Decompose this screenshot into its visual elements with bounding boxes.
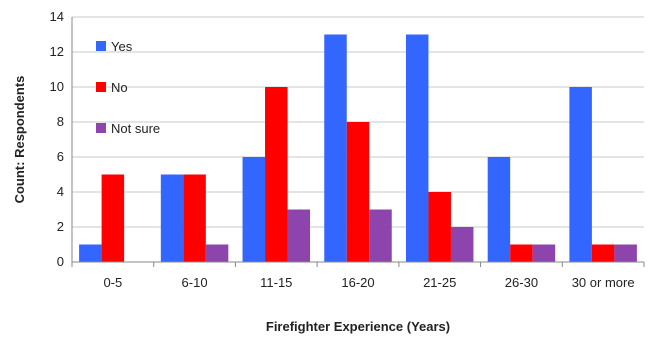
- legend-swatch-yes: [96, 41, 106, 51]
- bar-yes-0-5: [79, 244, 102, 262]
- bar-no-0-5: [101, 174, 125, 262]
- x-tick-label: 0-5: [103, 275, 122, 290]
- legend-swatch-no: [96, 82, 106, 92]
- bar-yes-11-15: [242, 157, 266, 262]
- bar-yes-6-10: [160, 174, 184, 262]
- legend-swatch-not-sure: [96, 123, 106, 133]
- y-axis-title: Count: Respondents: [12, 76, 27, 204]
- bar-no-16-20: [346, 122, 370, 262]
- bar-not-sure-30-or-more: [614, 244, 637, 262]
- bar-no-11-15: [265, 87, 288, 262]
- legend: Yes No Not sure: [96, 39, 160, 136]
- x-tick-label: 30 or more: [572, 275, 635, 290]
- x-tick-label: 21-25: [423, 275, 456, 290]
- bar-no-26-30: [510, 244, 533, 262]
- bars: [79, 34, 637, 262]
- legend-label-no: No: [111, 80, 128, 95]
- x-tick-labels: 0-5 6-10 11-15 16-20 21-25 26-30 30 or more: [103, 275, 634, 290]
- x-tick-label: 26-30: [505, 275, 538, 290]
- y-tick-label: 6: [57, 149, 64, 164]
- bar-not-sure-21-25: [450, 227, 474, 262]
- legend-label-not-sure: Not sure: [111, 121, 160, 136]
- y-tick-label: 12: [50, 44, 64, 59]
- axes: [71, 17, 645, 267]
- bar-no-21-25: [428, 192, 451, 262]
- bar-yes-16-20: [324, 34, 347, 262]
- y-tick-label: 4: [57, 184, 64, 199]
- y-tick-label: 0: [57, 254, 64, 269]
- y-tick-label: 2: [57, 219, 64, 234]
- bar-yes-26-30: [487, 157, 511, 262]
- x-tick-label: 16-20: [341, 275, 374, 290]
- y-tick-label: 10: [50, 79, 64, 94]
- bar-not-sure-6-10: [205, 244, 229, 262]
- x-tick-label: 6-10: [182, 275, 208, 290]
- y-tick-label: 8: [57, 114, 64, 129]
- x-tick-label: 11-15: [260, 275, 292, 290]
- y-tick-label: 14: [50, 9, 64, 24]
- bar-yes-30-or-more: [569, 87, 592, 262]
- bar-not-sure-11-15: [287, 209, 311, 262]
- bar-no-6-10: [183, 174, 206, 262]
- legend-label-yes: Yes: [111, 39, 133, 54]
- bar-yes-21-25: [405, 34, 429, 262]
- bar-not-sure-16-20: [369, 209, 392, 262]
- y-tick-labels: 0 2 4 6 8 10 12 14: [50, 9, 64, 269]
- x-axis-title: Firefighter Experience (Years): [266, 319, 450, 334]
- bar-not-sure-26-30: [532, 244, 556, 262]
- bar-no-30-or-more: [591, 244, 615, 262]
